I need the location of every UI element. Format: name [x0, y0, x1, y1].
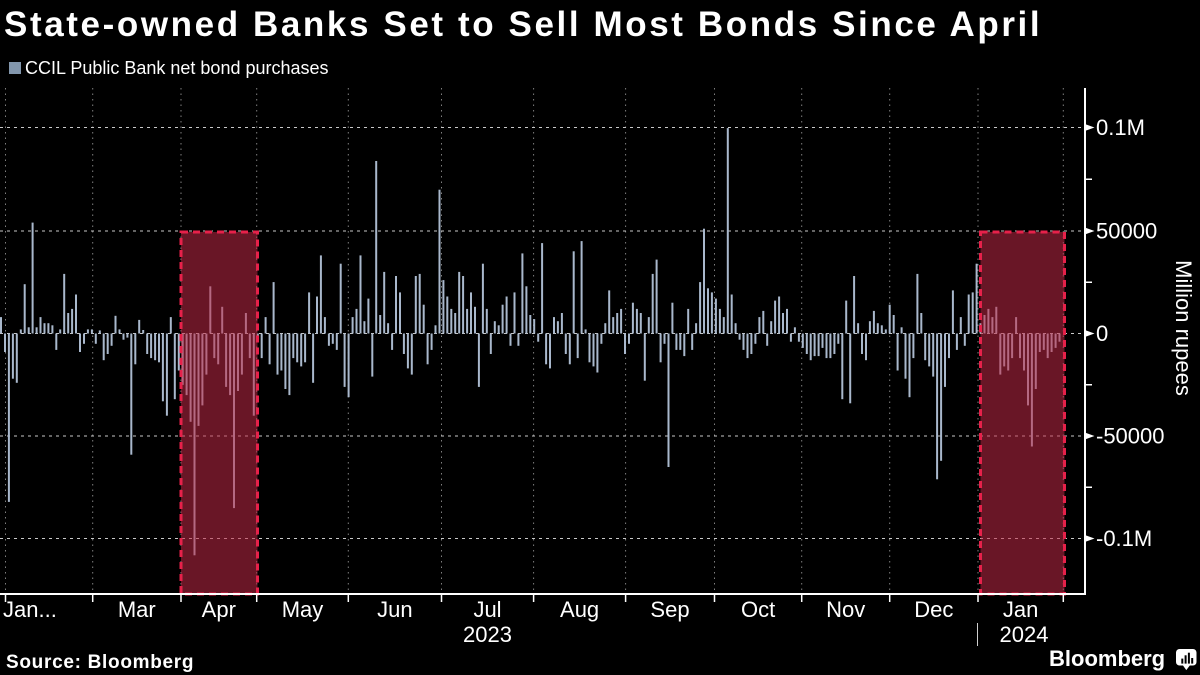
svg-text:May: May	[282, 597, 324, 622]
svg-text:Oct: Oct	[741, 597, 775, 622]
svg-text:Dec: Dec	[914, 597, 953, 622]
svg-text:50000: 50000	[1096, 219, 1157, 244]
svg-text:-50000: -50000	[1096, 424, 1165, 449]
svg-text:Sep: Sep	[650, 597, 689, 622]
svg-text:Million rupees: Million rupees	[1171, 260, 1196, 396]
svg-text:Jan...: Jan...	[3, 597, 57, 622]
svg-text:Mar: Mar	[118, 597, 156, 622]
svg-text:State-owned Banks Set to Sell: State-owned Banks Set to Sell Most Bonds…	[4, 5, 1042, 44]
svg-text:Jun: Jun	[377, 597, 412, 622]
svg-text:Apr: Apr	[202, 597, 236, 622]
svg-text:0: 0	[1096, 321, 1108, 346]
svg-text:Bloomberg: Bloomberg	[1049, 646, 1165, 671]
svg-text:Jan: Jan	[1003, 597, 1038, 622]
svg-text:Nov: Nov	[826, 597, 865, 622]
svg-text:0.1M: 0.1M	[1096, 115, 1145, 140]
svg-text:2024: 2024	[1000, 622, 1049, 647]
svg-text:Jul: Jul	[473, 597, 501, 622]
svg-text:Source: Bloomberg: Source: Bloomberg	[6, 652, 194, 673]
svg-text:2023: 2023	[463, 622, 512, 647]
svg-text:Aug: Aug	[560, 597, 599, 622]
svg-text:-0.1M: -0.1M	[1096, 526, 1152, 551]
svg-text:CCIL Public Bank net bond purc: CCIL Public Bank net bond purchases	[25, 58, 329, 78]
